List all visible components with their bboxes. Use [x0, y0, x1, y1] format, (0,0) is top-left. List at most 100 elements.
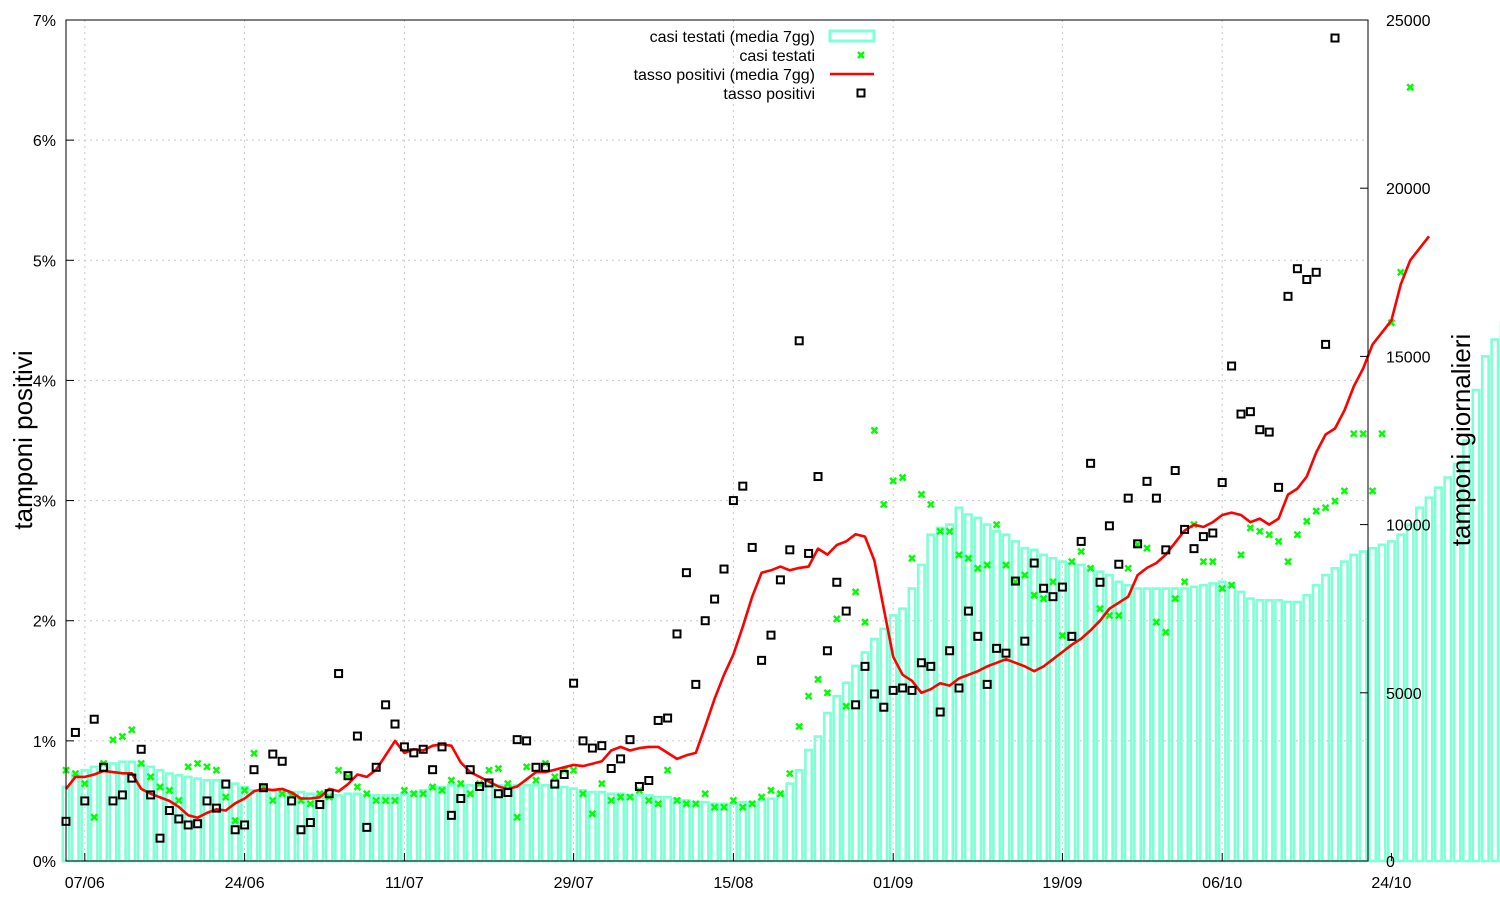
legend-swatch-cases: [857, 51, 865, 59]
bar: [982, 523, 992, 863]
cases-point: [456, 779, 465, 788]
rate-point: [1227, 361, 1237, 371]
bar: [879, 627, 889, 863]
rate-point: [1076, 536, 1086, 546]
cases-point: [1152, 618, 1161, 627]
cases-point: [729, 796, 738, 805]
cases-point: [127, 725, 136, 734]
bar: [681, 799, 691, 863]
cases-point: [80, 779, 89, 788]
bar: [315, 792, 325, 863]
rate-point: [1302, 275, 1312, 285]
grid: [66, 20, 1368, 861]
bar: [1415, 506, 1425, 863]
cases-point: [673, 796, 681, 805]
bar: [1133, 587, 1143, 863]
rate-point: [70, 727, 80, 737]
cases-point: [1199, 557, 1208, 566]
cases-point: [212, 766, 221, 775]
cases-point: [240, 786, 249, 795]
cases-point: [137, 759, 146, 768]
rate-point: [108, 796, 118, 806]
rate-point: [1274, 482, 1284, 492]
rate-point: [804, 548, 814, 558]
rate-point: [399, 742, 409, 752]
cases-point: [682, 799, 691, 808]
y-tick-label: 2%: [33, 614, 56, 631]
y-tick-label: 0%: [33, 854, 56, 871]
rate-point: [127, 773, 137, 783]
cases-point: [992, 520, 1001, 529]
rate-point: [334, 669, 344, 679]
rate-point: [1330, 33, 1340, 43]
cases-point: [1020, 571, 1029, 579]
rate-point: [559, 769, 569, 779]
cases-point: [691, 799, 700, 808]
rate-point: [1086, 458, 1096, 468]
bar: [1010, 540, 1020, 863]
cases-point: [889, 477, 898, 485]
x-tick-label: 24/10: [1371, 875, 1411, 892]
rate-point: [1020, 636, 1030, 646]
bar: [399, 792, 409, 863]
cases-point: [1030, 591, 1039, 600]
bar: [428, 785, 438, 863]
cases-point: [400, 786, 409, 795]
cases-point: [1265, 530, 1274, 539]
rate-point: [1029, 558, 1039, 568]
bar: [1433, 486, 1443, 863]
cases-point: [231, 816, 240, 825]
cases-point: [870, 426, 879, 435]
bar: [334, 794, 344, 863]
x-tick-label: 07/06: [65, 875, 105, 892]
cases-point: [1293, 530, 1302, 539]
bar: [1180, 587, 1190, 863]
rate-point: [597, 741, 607, 751]
bar: [211, 778, 221, 863]
bar: [343, 792, 353, 863]
bar: [785, 782, 795, 863]
rate-point: [174, 814, 184, 824]
rate-line-series: [64, 235, 1431, 820]
rate-point: [907, 685, 917, 695]
rate-point: [287, 796, 297, 806]
bar: [1349, 553, 1359, 863]
cases-point: [306, 799, 315, 808]
bar: [1170, 587, 1180, 863]
bar: [851, 664, 861, 863]
rate-point: [672, 629, 682, 639]
bar: [1321, 573, 1331, 863]
bar: [1330, 567, 1340, 863]
rate-point: [531, 762, 541, 772]
cases-point: [1067, 557, 1076, 566]
bar: [992, 530, 1002, 863]
bar: [559, 785, 569, 863]
rate-point: [550, 779, 560, 789]
bar: [146, 765, 156, 863]
cases-point: [1086, 564, 1095, 573]
bar: [700, 800, 710, 863]
bar: [616, 792, 626, 863]
rate-point: [785, 545, 795, 555]
bar: [456, 784, 466, 863]
rate-point: [1189, 544, 1199, 554]
cases-point: [532, 776, 540, 785]
rate-point: [653, 715, 663, 725]
rate-points-series: [61, 33, 1340, 843]
cases-point: [663, 766, 672, 775]
y2-tick-label: 0: [1386, 854, 1395, 871]
cases-point: [626, 793, 634, 801]
bar: [587, 790, 597, 863]
bar: [1274, 598, 1284, 863]
cases-point: [428, 783, 437, 791]
cases-point: [569, 766, 578, 775]
cases-point: [851, 588, 860, 596]
cases-point: [522, 762, 531, 771]
rate-point: [493, 789, 503, 799]
bar: [757, 799, 767, 863]
cases-point: [1049, 577, 1057, 586]
cases-point: [372, 796, 381, 805]
x-tick-label: 01/09: [873, 875, 913, 892]
rate-point: [1217, 478, 1227, 488]
